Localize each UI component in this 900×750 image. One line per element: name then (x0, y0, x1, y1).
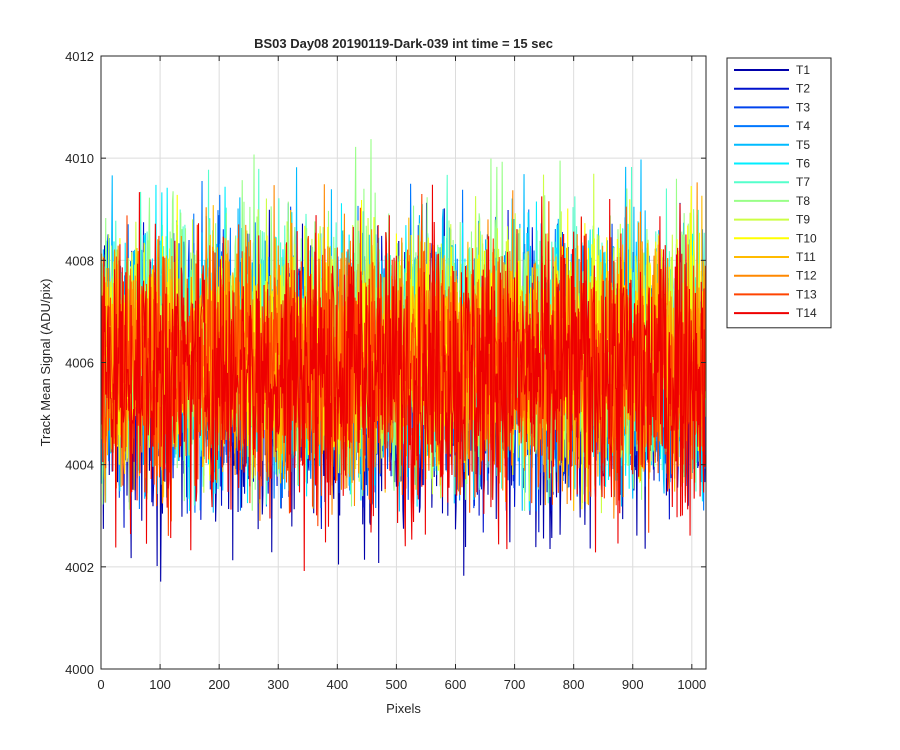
legend-label-t1: T1 (796, 63, 810, 77)
x-tick-label: 600 (445, 677, 467, 692)
y-tick-label: 4000 (65, 662, 94, 677)
x-tick-label: 0 (97, 677, 104, 692)
series-line-t14 (101, 184, 706, 572)
x-tick-label: 400 (326, 677, 348, 692)
y-tick-label: 4010 (65, 151, 94, 166)
x-tick-label: 500 (386, 677, 408, 692)
legend-label-t10: T10 (796, 231, 817, 245)
y-tick-label: 4012 (65, 49, 94, 64)
y-axis-label: Track Mean Signal (ADU/pix) (38, 279, 53, 447)
y-tick-label: 4002 (65, 560, 94, 575)
y-tick-label: 4006 (65, 356, 94, 371)
chart-title: BS03 Day08 20190119-Dark-039 int time = … (254, 36, 553, 51)
legend-label-t5: T5 (796, 138, 810, 152)
x-tick-label: 700 (504, 677, 526, 692)
legend-label-t7: T7 (796, 175, 810, 189)
x-tick-label: 200 (208, 677, 230, 692)
x-tick-label: 900 (622, 677, 644, 692)
legend-box (726, 57, 832, 329)
legend-label-t11: T11 (796, 250, 816, 264)
y-tick-label: 4008 (65, 253, 94, 268)
legend: T1 T2 T3 T4 T5 T6 T7 T8 T9 T10 T11 T12 T13 T14 (726, 57, 832, 329)
x-tick-label: 300 (267, 677, 289, 692)
x-axis-label: Pixels (386, 701, 421, 716)
series-traces (101, 139, 706, 582)
legend-label-t6: T6 (796, 157, 810, 171)
x-tick-label: 800 (563, 677, 585, 692)
x-tick-label: 1000 (677, 677, 706, 692)
legend-label-t12: T12 (796, 269, 817, 283)
legend-label-t14: T14 (796, 306, 817, 320)
legend-label-t3: T3 (796, 100, 810, 114)
legend-label-t4: T4 (796, 119, 810, 133)
axis-ticks: 0 100 200 300 400 500 600 700 800 900 1000 4000 4002… (65, 49, 706, 692)
legend-label-t8: T8 (796, 194, 810, 208)
y-tick-label: 4004 (65, 458, 94, 473)
legend-label-t2: T2 (796, 82, 810, 96)
x-tick-label: 100 (149, 677, 171, 692)
legend-label-t13: T13 (796, 287, 817, 301)
legend-label-t9: T9 (796, 213, 810, 227)
